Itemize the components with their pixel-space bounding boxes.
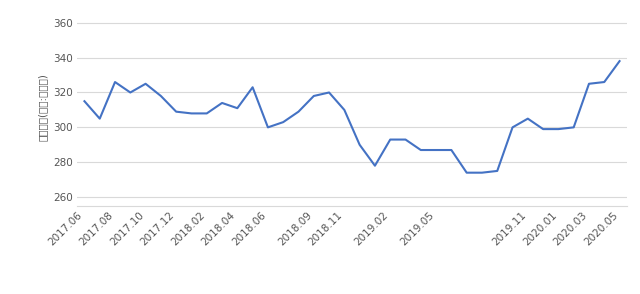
Y-axis label: 거래금액(단위:백만원): 거래금액(단위:백만원) [37, 74, 47, 141]
